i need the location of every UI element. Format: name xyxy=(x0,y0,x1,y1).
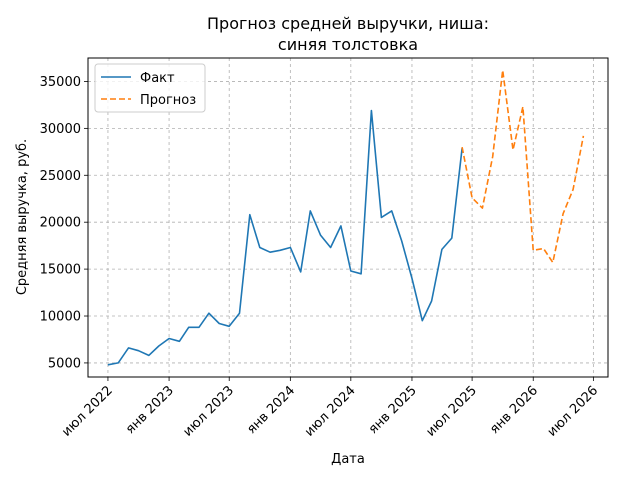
x-tick-label: июл 2024 xyxy=(302,383,359,440)
legend-label-fact: Факт xyxy=(140,71,175,86)
plot-frame xyxy=(87,57,609,378)
legend-box xyxy=(94,63,206,113)
legend-label-forecast: Прогноз xyxy=(140,93,196,108)
x-tick-label: янв 2026 xyxy=(487,383,541,437)
y-tick-label: 30000 xyxy=(40,122,81,137)
chart-title-line1: Прогноз средней выручки, ниша: xyxy=(207,14,489,33)
y-axis-label: Средняя выручка, руб. xyxy=(15,139,30,295)
y-ticks: 5000 10000 15000 20000 25000 30000 35000 xyxy=(40,75,88,371)
chart-title-line2: синяя толстовка xyxy=(278,35,418,54)
y-tick-label: 15000 xyxy=(40,263,81,278)
x-tick-label: июл 2025 xyxy=(423,383,480,440)
y-tick-label: 25000 xyxy=(40,169,81,184)
series-lines xyxy=(107,69,585,366)
x-tick-label: июл 2023 xyxy=(181,383,238,440)
x-tick-label: янв 2023 xyxy=(123,383,177,437)
y-tick-label: 10000 xyxy=(40,310,81,325)
y-tick-label: 5000 xyxy=(48,356,81,371)
series-line-forecast xyxy=(461,69,585,264)
legend: Факт Прогноз xyxy=(94,63,206,113)
series-line-fact xyxy=(107,109,463,366)
y-tick-label: 20000 xyxy=(40,216,81,231)
x-tick-label: янв 2024 xyxy=(244,383,298,437)
y-tick-label: 35000 xyxy=(40,75,81,90)
x-tick-label: янв 2025 xyxy=(366,383,420,437)
x-ticks: июл 2022 янв 2023 июл 2023 янв 2024 июл 2024… xyxy=(59,377,601,440)
x-tick-label: июл 2022 xyxy=(59,383,116,440)
grid-lines xyxy=(88,58,608,377)
x-tick-label: июл 2026 xyxy=(545,383,602,440)
x-axis-label: Дата xyxy=(331,452,365,467)
